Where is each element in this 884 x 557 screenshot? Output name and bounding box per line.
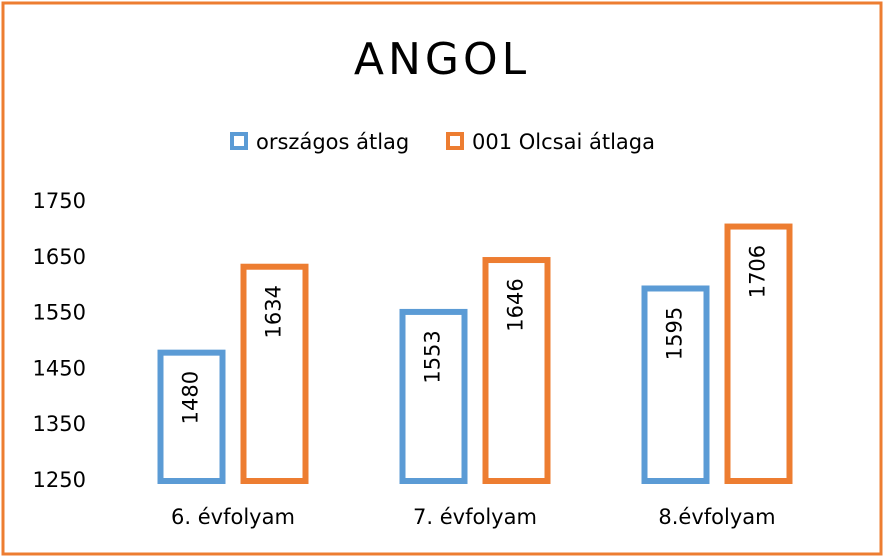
bar: [399, 308, 468, 484]
chart-title: ANGOL: [354, 34, 530, 85]
value-label: 1595: [663, 307, 687, 360]
value-label: 1553: [421, 330, 445, 383]
legend-marker: [446, 132, 464, 150]
value-label: 1634: [262, 285, 286, 338]
y-tick-label: 1250: [33, 468, 86, 492]
y-tick-label: 1350: [33, 412, 86, 436]
y-tick-label: 1550: [33, 301, 86, 325]
x-tick-label: 6. évfolyam: [171, 505, 295, 529]
x-tick-label: 8.évfolyam: [658, 505, 775, 529]
y-tick-label: 1650: [33, 245, 86, 269]
value-label: 1480: [179, 371, 203, 424]
value-label: 1646: [504, 278, 528, 331]
value-label: 1706: [746, 245, 770, 298]
bar: [482, 257, 551, 485]
y-tick-label: 1750: [33, 189, 86, 213]
legend-label: országos átlag: [256, 130, 409, 154]
x-tick-label: 7. évfolyam: [413, 505, 537, 529]
bar: [240, 263, 309, 484]
legend-marker: [230, 132, 248, 150]
bar: [641, 285, 710, 484]
legend-label: 001 Olcsai átlaga: [472, 130, 655, 154]
bar: [724, 223, 793, 484]
bar: [157, 349, 226, 484]
y-tick-label: 1450: [33, 356, 86, 380]
